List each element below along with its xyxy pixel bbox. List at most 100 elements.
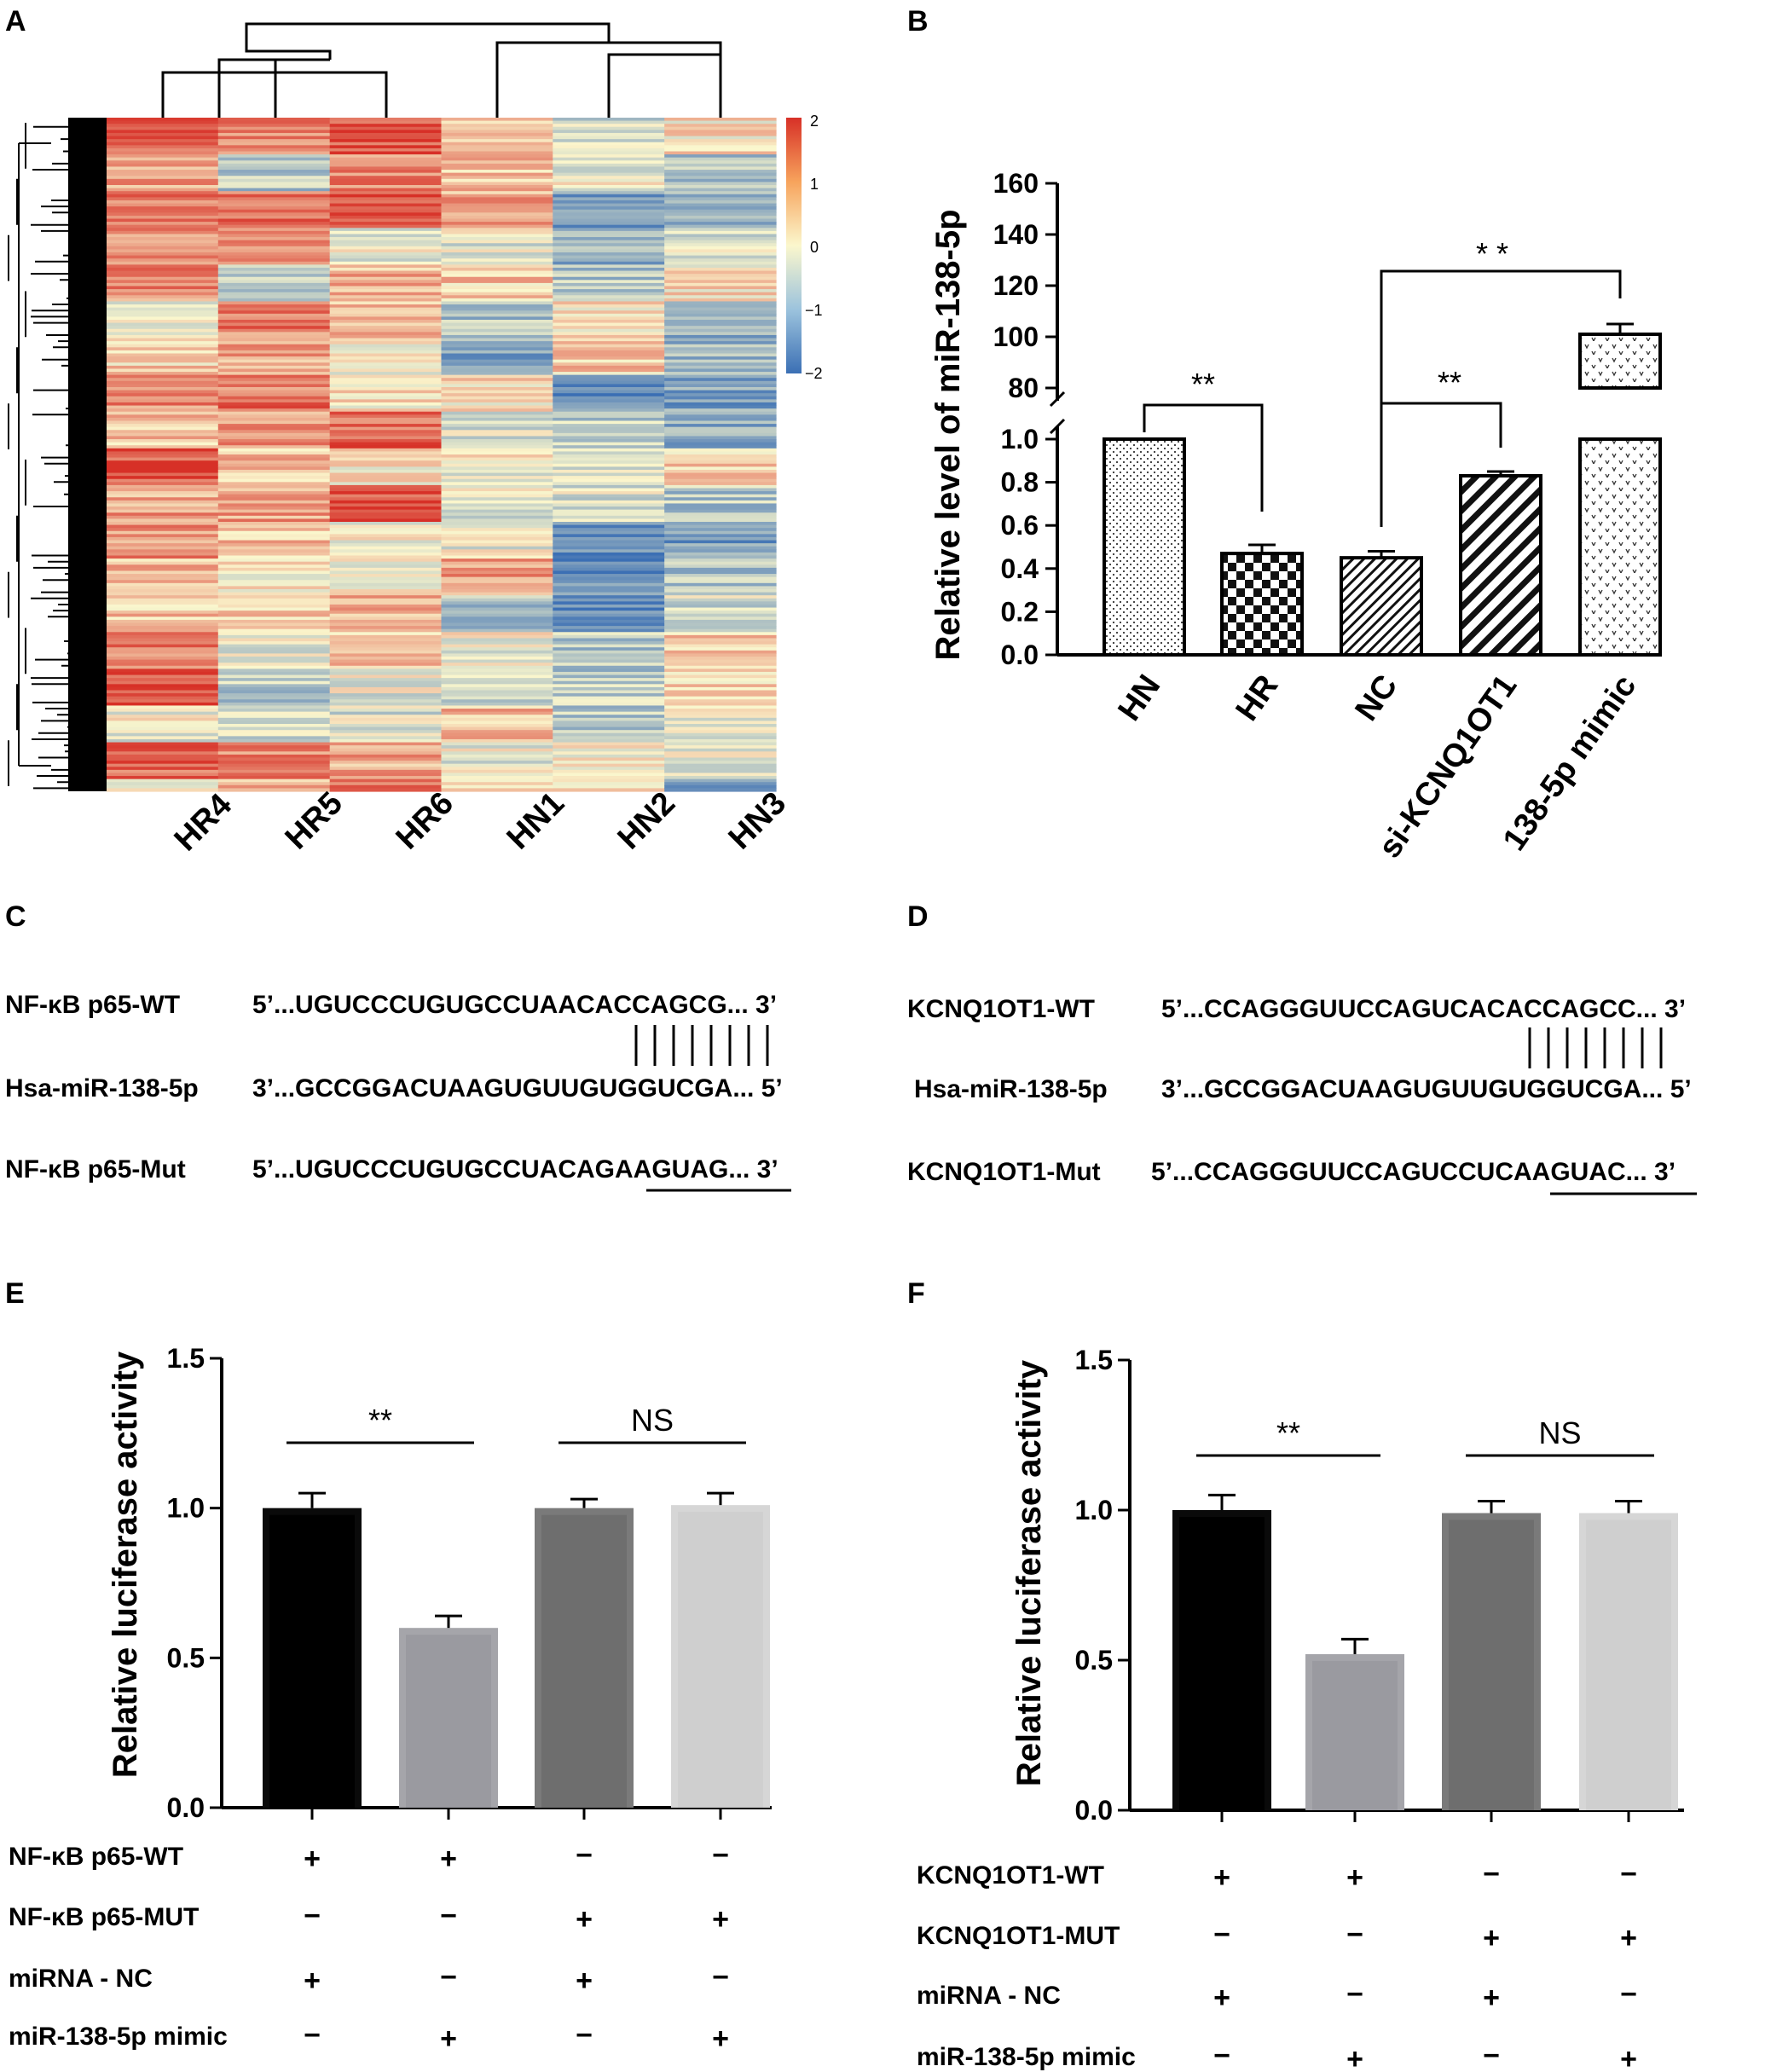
heatmap-cell (107, 570, 219, 575)
heatmap-cell (664, 212, 777, 217)
heatmap-cell (441, 564, 553, 569)
heatmap-cell (441, 650, 553, 655)
heatmap-cell (664, 619, 777, 624)
heatmap-cell (441, 663, 553, 667)
y-tick-label: 0.0 (1075, 1795, 1113, 1826)
heatmap-cell (664, 515, 777, 520)
heatmap-cell (441, 647, 553, 651)
heatmap-cell (553, 139, 665, 143)
heatmap-cell (107, 384, 219, 388)
heatmap-cell (329, 249, 443, 253)
heatmap-cell (329, 282, 443, 287)
heatmap-cell (553, 350, 665, 355)
heatmap-cell (553, 500, 665, 505)
heatmap-cell (441, 595, 553, 599)
heatmap-cell (664, 665, 777, 669)
heatmap-cell (664, 261, 777, 265)
heatmap-cell (664, 769, 777, 774)
heatmap-cell (441, 274, 553, 278)
heatmap-cell (329, 222, 443, 226)
heatmap-cell (441, 748, 553, 752)
heatmap-cell (553, 313, 665, 318)
heatmap-cell (217, 715, 331, 719)
heatmap-cell (441, 316, 553, 321)
heatmap-cell (664, 484, 777, 489)
treatment-symbol: − (1620, 1858, 1637, 1890)
heatmap-cell (329, 316, 443, 321)
heatmap-cell (553, 589, 665, 593)
heatmap-cell (441, 574, 553, 578)
heatmap-cell (217, 784, 331, 790)
heatmap-cell (664, 543, 777, 547)
heatmap-cell (107, 488, 219, 492)
heatmap-cell (107, 396, 219, 400)
heatmap-cell (107, 540, 219, 544)
heatmap-cell (664, 776, 777, 780)
heatmap-cell (217, 120, 331, 124)
heatmap-cell (553, 120, 665, 124)
heatmap-cell (107, 249, 219, 253)
heatmap-cell (553, 598, 665, 602)
heatmap-cell (441, 270, 553, 275)
heatmap-cell (664, 286, 777, 290)
heatmap-cell (217, 151, 331, 155)
heatmap-cell (664, 570, 777, 575)
heatmap-cell (664, 616, 777, 621)
heatmap-cell (329, 132, 443, 137)
heatmap-cell (553, 494, 665, 498)
heatmap-cell (664, 576, 777, 581)
heatmap-cell (217, 417, 331, 422)
heatmap-cell (664, 246, 777, 251)
heatmap-cell (664, 644, 777, 648)
heatmap-cell (217, 580, 331, 584)
heatmap-cell (217, 638, 331, 642)
heatmap-cell (441, 307, 553, 311)
heatmap-cell (553, 282, 665, 287)
heatmap-cell (441, 561, 553, 565)
heatmap-cell (664, 313, 777, 318)
heatmap-cell (664, 365, 777, 370)
heatmap-cell (217, 726, 331, 731)
heatmap-cell (664, 405, 777, 409)
heatmap-cell (107, 478, 219, 483)
heatmap-cell (329, 356, 443, 361)
heatmap-cell (441, 185, 553, 189)
heatmap-cell (329, 178, 443, 183)
treatment-symbol: + (304, 1843, 321, 1875)
heatmap-cell (664, 426, 777, 431)
heatmap-cell (553, 460, 665, 465)
heatmap-cell (441, 592, 553, 596)
heatmap-cell (441, 742, 553, 746)
heatmap-cell (553, 166, 665, 171)
heatmap-cell (664, 252, 777, 257)
heatmap-cell (107, 659, 219, 663)
heatmap-cell (664, 546, 777, 550)
heatmap-cell (217, 255, 331, 259)
heatmap-cell (107, 218, 219, 223)
heatmap-cell (441, 160, 553, 165)
y-tick-label: 0.4 (1001, 553, 1039, 584)
heatmap-cell (217, 626, 331, 630)
heatmap-cell (441, 589, 553, 593)
heatmap-cell (441, 657, 553, 661)
heatmap-cell (217, 647, 331, 651)
heatmap-cell (329, 326, 443, 330)
colorbar-tick: 1 (810, 176, 819, 193)
heatmap-cell (664, 506, 777, 511)
heatmap-cell (441, 730, 553, 734)
heatmap-cell (664, 463, 777, 467)
heatmap-cell (217, 524, 331, 529)
heatmap-cell (217, 506, 331, 511)
heatmap-cell (441, 399, 553, 403)
heatmap-cell (441, 721, 553, 725)
y-tick-label: 1.0 (1001, 424, 1039, 454)
heatmap-cell (664, 595, 777, 599)
heatmap-cell (217, 170, 331, 174)
heatmap-cell (107, 170, 219, 174)
heatmap-cell (107, 240, 219, 244)
heatmap-cell (217, 536, 331, 541)
heatmap-cell (107, 632, 219, 636)
heatmap-cell (107, 644, 219, 648)
heatmap-cell (217, 586, 331, 590)
heatmap-cell (217, 136, 331, 140)
